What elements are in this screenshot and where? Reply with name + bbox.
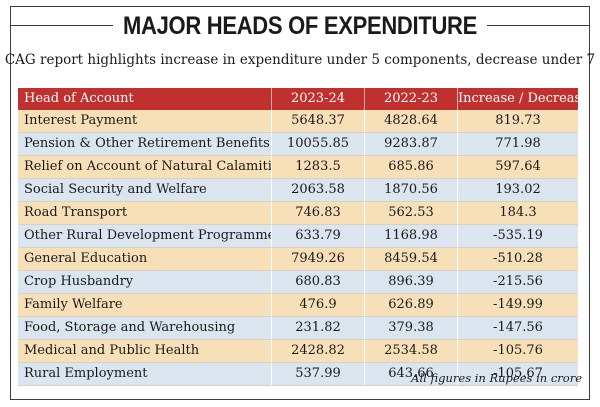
value-cell: -510.28: [457, 248, 578, 270]
chart-title: MAJOR HEADS OF EXPENDITURE: [112, 11, 488, 41]
units-footnote: All figures in Rupees in crore: [411, 371, 582, 385]
value-cell: 9283.87: [364, 133, 457, 155]
table-row: Pension & Other Retirement Benefits 10055…: [18, 133, 578, 156]
value-cell: 819.73: [457, 110, 578, 132]
value-cell: 2428.82: [271, 340, 364, 362]
table-row: Road Transport 746.83 562.53 184.3: [18, 202, 578, 225]
value-cell: 680.83: [271, 271, 364, 293]
column-header: 2023-24: [271, 88, 364, 110]
value-cell: -149.99: [457, 294, 578, 316]
head-of-account-cell: Family Welfare: [24, 297, 123, 312]
value-cell: 8459.54: [364, 248, 457, 270]
value-cell: 10055.85: [271, 133, 364, 155]
head-of-account-cell: Food, Storage and Warehousing: [24, 320, 236, 335]
expenditure-table: Head of Account 2023-24 2022-23 Increase / …: [18, 88, 578, 386]
head-of-account-cell: Medical and Public Health: [24, 343, 200, 358]
value-cell: 633.79: [271, 225, 364, 247]
head-of-account-cell: Road Transport: [24, 205, 128, 220]
value-cell: -535.19: [457, 225, 578, 247]
value-cell: 771.98: [457, 133, 578, 155]
table-row: Other Rural Development Programmes 633.79…: [18, 225, 578, 248]
value-cell: 476.9: [271, 294, 364, 316]
head-of-account-cell: Rural Employment: [24, 366, 148, 381]
table-row: General Education 7949.26 8459.54 -510.28: [18, 248, 578, 271]
value-cell: 379.38: [364, 317, 457, 339]
value-cell: 597.64: [457, 156, 578, 178]
head-of-account-cell: Pension & Other Retirement Benefits: [24, 136, 270, 151]
value-cell: 184.3: [457, 202, 578, 224]
head-of-account-cell: Crop Husbandry: [24, 274, 134, 289]
table-row: Medical and Public Health 2428.82 2534.58-…: [18, 340, 578, 363]
value-cell: 1870.56: [364, 179, 457, 201]
head-of-account-cell: General Education: [24, 251, 148, 266]
value-cell: 1283.5: [271, 156, 364, 178]
value-cell: 626.89: [364, 294, 457, 316]
value-cell: -215.56: [457, 271, 578, 293]
table-row: Food, Storage and Warehousing 231.82 379.3…: [18, 317, 578, 340]
column-header: 2022-23: [364, 88, 457, 110]
value-cell: 643.66: [364, 363, 457, 385]
table-row: Relief on Account of Natural Calamities 1…: [18, 156, 578, 179]
head-of-account-cell: Relief on Account of Natural Calamities: [24, 159, 271, 174]
value-cell: 685.86: [364, 156, 457, 178]
head-of-account-cell: Social Security and Welfare: [24, 182, 207, 197]
value-cell: 7949.26: [271, 248, 364, 270]
column-header: Increase / Decrease: [457, 88, 578, 110]
infographic-frame: MAJOR HEADS OF EXPENDITURE: [10, 6, 590, 400]
table-header-row: Head of Account 2023-24 2022-23 Increase / …: [18, 88, 578, 110]
column-header: Head of Account: [24, 91, 134, 106]
table-row: Rural Employment 537.99 643.66 -105.67: [18, 363, 578, 386]
table-row: Crop Husbandry 680.83 896.39 -215.56: [18, 271, 578, 294]
value-cell: -105.67: [457, 363, 578, 385]
value-cell: -147.56: [457, 317, 578, 339]
title-bar: MAJOR HEADS OF EXPENDITURE: [11, 7, 589, 45]
value-cell: 896.39: [364, 271, 457, 293]
value-cell: 537.99: [271, 363, 364, 385]
table-row: Social Security and Welfare 2063.58 1870.5…: [18, 179, 578, 202]
value-cell: 2534.58: [364, 340, 457, 362]
value-cell: 231.82: [271, 317, 364, 339]
head-of-account-cell: Interest Payment: [24, 113, 138, 128]
value-cell: 5648.37: [271, 110, 364, 132]
value-cell: 1168.98: [364, 225, 457, 247]
value-cell: 562.53: [364, 202, 457, 224]
table-row: Family Welfare 476.9 626.89 -149.99: [18, 294, 578, 317]
table-row: Interest Payment 5648.37 4828.64 819.73: [18, 110, 578, 133]
chart-subtitle: CAG report highlights increase in expend…: [4, 52, 596, 68]
head-of-account-cell: Other Rural Development Programmes: [24, 228, 271, 243]
value-cell: 2063.58: [271, 179, 364, 201]
value-cell: 4828.64: [364, 110, 457, 132]
value-cell: -105.76: [457, 340, 578, 362]
value-cell: 746.83: [271, 202, 364, 224]
value-cell: 193.02: [457, 179, 578, 201]
